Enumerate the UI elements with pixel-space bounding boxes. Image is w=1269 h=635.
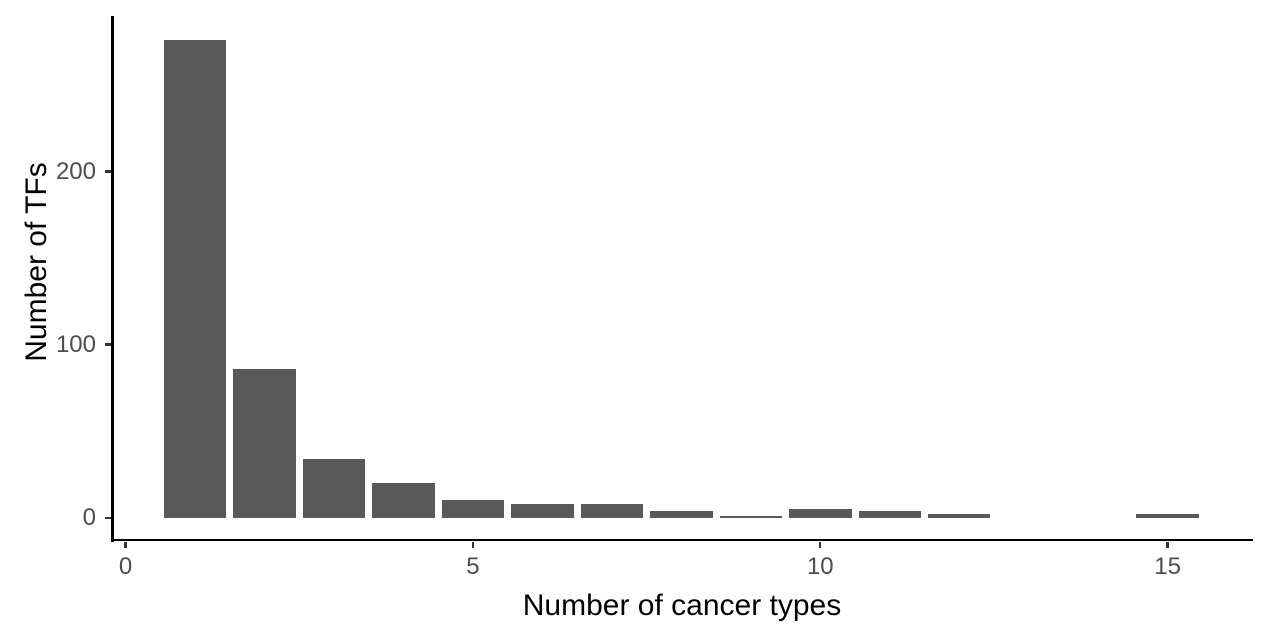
- x-tick-label: 0: [118, 553, 133, 580]
- histogram-bar: [441, 500, 505, 518]
- x-axis-line: [111, 538, 1253, 542]
- histogram-bar: [580, 503, 644, 518]
- y-tick-label: 0: [82, 503, 96, 531]
- y-axis-line: [111, 15, 114, 542]
- histogram-bar: [858, 510, 922, 518]
- x-axis-title: Number of cancer types: [522, 589, 842, 622]
- histogram-bar: [163, 39, 227, 518]
- x-tick-mark: [819, 541, 822, 548]
- y-tick-mark: [105, 516, 111, 519]
- histogram-bar: [789, 509, 852, 518]
- histogram-bar: [302, 458, 366, 518]
- histogram-bar: [927, 514, 991, 518]
- y-tick-mark: [105, 343, 111, 346]
- y-tick-mark: [105, 170, 111, 173]
- x-tick-mark: [1166, 541, 1169, 548]
- x-tick-label: 15: [1154, 553, 1181, 580]
- histogram-bar: [719, 515, 783, 518]
- x-tick-mark: [471, 541, 475, 548]
- y-tick-label: 200: [55, 157, 96, 185]
- histogram-bar: [372, 483, 435, 518]
- histogram-bar: [511, 503, 574, 518]
- x-tick-label: 5: [466, 553, 480, 580]
- x-tick-mark: [124, 541, 127, 548]
- histogram-bar: [650, 510, 713, 518]
- y-tick-label: 100: [55, 330, 96, 358]
- histogram-bar: [233, 368, 296, 518]
- x-tick-label: 10: [806, 553, 834, 580]
- histogram-bar: [1136, 514, 1199, 518]
